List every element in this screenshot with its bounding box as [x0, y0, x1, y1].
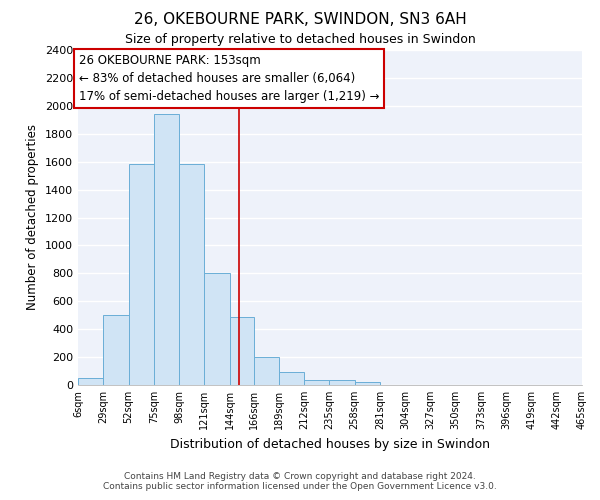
- Bar: [329, 380, 355, 385]
- Bar: [103, 315, 128, 385]
- Bar: [204, 274, 230, 385]
- Text: 26, OKEBOURNE PARK, SWINDON, SN3 6AH: 26, OKEBOURNE PARK, SWINDON, SN3 6AH: [134, 12, 466, 28]
- Bar: [355, 382, 380, 385]
- X-axis label: Distribution of detached houses by size in Swindon: Distribution of detached houses by size …: [170, 438, 490, 450]
- Text: Contains HM Land Registry data © Crown copyright and database right 2024.
Contai: Contains HM Land Registry data © Crown c…: [103, 472, 497, 491]
- Bar: [154, 114, 179, 385]
- Y-axis label: Number of detached properties: Number of detached properties: [26, 124, 40, 310]
- Bar: [254, 357, 279, 385]
- Bar: [78, 378, 103, 385]
- Bar: [179, 164, 204, 385]
- Bar: [128, 164, 154, 385]
- Bar: [279, 372, 304, 385]
- Bar: [304, 380, 329, 385]
- Text: Size of property relative to detached houses in Swindon: Size of property relative to detached ho…: [125, 32, 475, 46]
- Bar: [230, 316, 254, 385]
- Text: 26 OKEBOURNE PARK: 153sqm
← 83% of detached houses are smaller (6,064)
17% of se: 26 OKEBOURNE PARK: 153sqm ← 83% of detac…: [79, 54, 380, 103]
